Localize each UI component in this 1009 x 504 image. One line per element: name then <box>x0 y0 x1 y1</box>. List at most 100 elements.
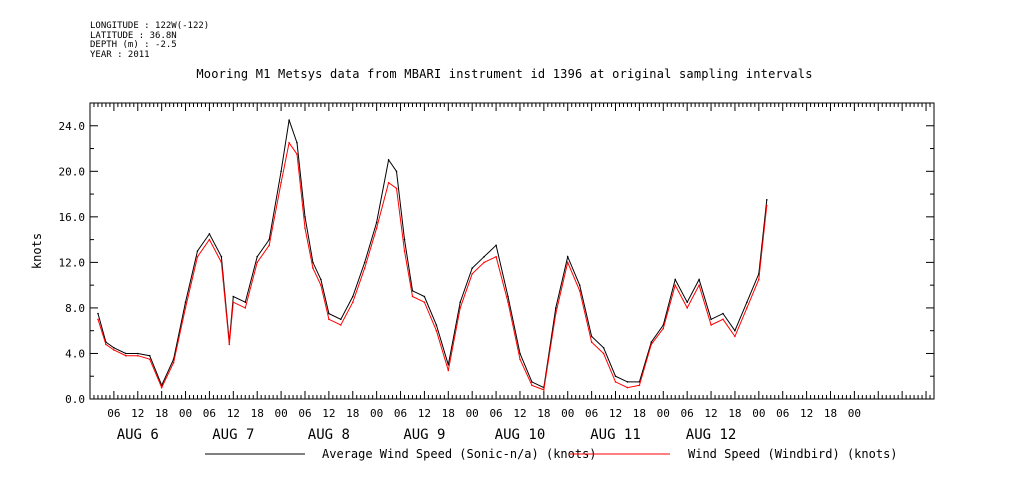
data-point <box>566 255 569 258</box>
x-tick-label: 06 <box>489 407 502 420</box>
data-point <box>566 261 569 264</box>
data-point <box>638 384 641 387</box>
data-point <box>447 364 450 366</box>
x-day-label: AUG 12 <box>686 427 737 443</box>
data-point <box>531 381 533 383</box>
data-point <box>268 238 271 241</box>
x-tick-label: 18 <box>633 407 646 420</box>
data-point <box>423 295 426 298</box>
data-point <box>363 261 366 264</box>
data-point <box>746 301 748 304</box>
data-point <box>340 324 342 326</box>
data-point <box>555 307 557 309</box>
x-tick-label: 12 <box>800 407 813 420</box>
data-point <box>507 295 509 298</box>
x-day-label: AUG 9 <box>403 427 445 443</box>
data-point <box>137 352 139 355</box>
data-point <box>578 284 581 287</box>
data-point <box>280 181 282 184</box>
data-point <box>766 199 768 201</box>
data-point <box>710 318 712 321</box>
x-tick-label: 12 <box>418 407 431 420</box>
legend-label-sonic: Average Wind Speed (Sonic-n/a) (knots) <box>322 447 597 461</box>
data-point <box>698 278 700 281</box>
data-point <box>766 204 768 207</box>
data-point <box>148 354 151 357</box>
data-point <box>555 312 557 315</box>
data-point <box>232 301 235 304</box>
data-point <box>352 301 354 304</box>
data-point <box>232 295 235 298</box>
x-day-label: AUG 8 <box>308 427 350 443</box>
data-point <box>403 250 406 252</box>
data-point <box>686 301 688 304</box>
x-tick-label: 06 <box>107 407 120 420</box>
data-point <box>352 295 354 298</box>
data-point <box>244 301 247 304</box>
x-tick-label: 12 <box>704 407 717 420</box>
x-tick-label: 06 <box>776 407 789 420</box>
x-tick-label: 18 <box>442 407 455 420</box>
longitude-text: LONGITUDE : 122W(-122) <box>90 21 210 31</box>
series-line-sonic <box>97 119 768 389</box>
data-point <box>459 301 462 304</box>
data-point <box>602 347 605 349</box>
data-point <box>387 159 390 161</box>
depth-text: DEPTH (m) : -2.5 <box>90 40 177 50</box>
data-point <box>113 349 115 351</box>
x-tick-label: 18 <box>537 407 550 420</box>
data-point <box>614 375 617 378</box>
x-tick-label: 06 <box>585 407 598 420</box>
data-point <box>650 343 653 346</box>
x-axis: 06 12 18 00 06 12 18 00 06 12 18 00 06 12 18 00 06 12 18 00… <box>93 103 931 443</box>
x-tick-label: 12 <box>513 407 526 420</box>
data-point <box>288 142 290 144</box>
data-point <box>626 381 629 383</box>
data-point <box>734 329 736 332</box>
data-point <box>395 187 398 190</box>
x-tick-label: 00 <box>848 407 861 420</box>
data-point <box>320 278 322 281</box>
metadata-block: LONGITUDE : 122W(-122) LATITUDE : 36.8N … <box>90 21 210 60</box>
data-point <box>312 261 314 264</box>
x-tick-label: 12 <box>322 407 335 420</box>
data-point <box>320 284 322 287</box>
x-tick-label: 12 <box>131 407 144 420</box>
data-point <box>208 233 211 235</box>
x-tick-label: 18 <box>251 407 264 420</box>
x-day-label: AUG 7 <box>212 427 254 443</box>
data-point <box>148 358 151 361</box>
data-point <box>288 119 290 121</box>
data-point <box>184 301 187 304</box>
data-point <box>662 327 665 330</box>
data-point <box>184 307 187 309</box>
data-point <box>722 318 724 321</box>
series-group <box>97 119 768 391</box>
data-point <box>447 369 450 372</box>
y-axis-label: knots <box>30 233 44 269</box>
y-tick-label: 12.0 <box>59 256 86 269</box>
data-point <box>304 216 306 218</box>
data-point <box>125 352 127 355</box>
data-point <box>172 361 175 364</box>
chart-title: Mooring M1 Metsys data from MBARI instru… <box>196 67 813 81</box>
data-point <box>471 267 474 269</box>
data-point <box>220 261 223 264</box>
x-tick-label: 18 <box>346 407 359 420</box>
data-point <box>698 284 700 287</box>
data-point <box>543 389 545 391</box>
x-tick-label: 00 <box>466 407 479 420</box>
data-point <box>375 221 378 224</box>
data-point <box>220 255 223 258</box>
data-point <box>363 267 366 269</box>
data-point <box>590 341 593 343</box>
x-tick-label: 12 <box>227 407 240 420</box>
data-point <box>578 290 581 292</box>
x-tick-label: 00 <box>657 407 670 420</box>
data-point <box>686 307 688 309</box>
data-point <box>196 250 199 252</box>
data-point <box>590 335 593 338</box>
data-point <box>674 284 676 287</box>
legend-label-windbird: Wind Speed (Windbird) (knots) <box>688 447 898 461</box>
